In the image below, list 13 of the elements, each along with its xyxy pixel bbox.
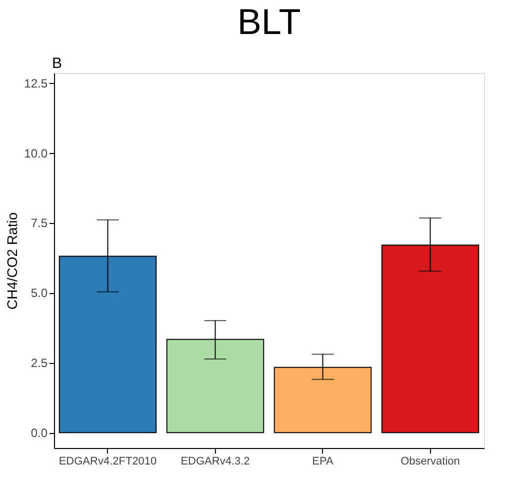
x-tick-label: EPA bbox=[312, 456, 334, 468]
y-axis-title: CH4/CO2 Ratio bbox=[4, 212, 20, 310]
y-tick-label: 12.5 bbox=[24, 76, 48, 90]
y-tick-label: 7.5 bbox=[30, 216, 48, 230]
x-tick-label: Observation bbox=[400, 456, 460, 468]
y-tick-label: 10.0 bbox=[24, 146, 48, 160]
y-tick-label: 5.0 bbox=[30, 286, 48, 300]
text: B bbox=[52, 55, 62, 72]
x-tick-label: EDGARv4.2FT2010 bbox=[58, 456, 157, 468]
x-tick-label: EDGARv4.3.2 bbox=[180, 456, 250, 468]
chart-title: BLT bbox=[237, 1, 301, 42]
y-tick-label: 0.0 bbox=[30, 426, 48, 440]
y-tick-label: 2.5 bbox=[30, 356, 48, 370]
